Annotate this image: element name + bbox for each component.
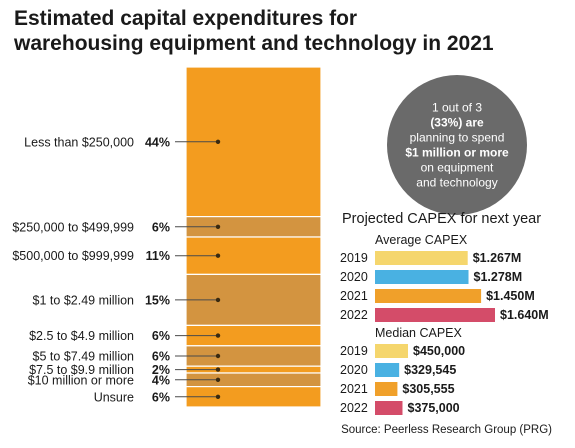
category-label: $1 to $2.49 million [33,293,135,307]
leader-dot [215,333,221,338]
category-label: Less than $250,000 [24,135,134,149]
callout-line: $1 million or more [405,146,509,160]
callout-line: (33%) are [430,116,484,130]
leader-dot [215,297,221,303]
percent-label: 4% [152,373,170,387]
bar-value-label: $1.640M [500,308,549,322]
leader-dot [215,377,221,382]
percent-label: 15% [145,293,170,307]
source-note: Source: Peerless Research Group (PRG) [341,424,552,436]
callout-line: and technology [416,176,497,190]
bar-value-label: $450,000 [413,344,465,358]
capex-bar [375,382,398,396]
year-label: 2020 [340,363,368,377]
year-label: 2019 [340,344,368,358]
bar-value-label: $1.278M [474,270,523,284]
percent-label: 44% [145,135,170,149]
bar-value-label: $1.450M [486,289,535,303]
percent-label: 6% [152,350,170,364]
average-capex-chart: 2019 $1.267M 2020 $1.278M 2021 $1.450M 2022 $1.… [340,251,549,322]
capex-bar [375,363,400,377]
category-label: $5 to $7.49 million [33,350,135,364]
percent-label: 2% [152,363,170,377]
capex-bar [375,270,469,284]
median-capex-chart: 2019 $450,000 2020 $329,545 2021 $305,555 2022… [340,344,465,415]
category-label: $250,000 to $499,999 [12,220,134,234]
leader-dot [215,367,221,372]
capex-bar [375,401,403,415]
median-capex-heading: Median CAPEX [375,326,463,340]
bar-value-label: $1.267M [473,251,522,265]
year-label: 2019 [340,251,368,265]
average-capex-heading: Average CAPEX [375,233,468,247]
stacked-bar-chart: Less than $250,000 44% $250,000 to $499,99… [12,66,322,408]
year-label: 2021 [340,289,368,303]
percent-label: 11% [146,249,170,263]
stack-segment [185,273,322,326]
category-label: Unsure [94,390,134,404]
category-label: $7.5 to $9.9 million [29,363,134,377]
capex-bar [375,308,495,322]
leader-dot [215,253,221,258]
capex-bar [375,251,468,265]
callout-line: on equipment [421,161,494,175]
callout-circle-shape [387,75,527,215]
leader-dot [215,139,221,144]
category-label: $10 million or more [28,373,134,387]
year-label: 2021 [340,382,368,396]
bar-value-label: $329,545 [404,363,456,377]
leader-dot [215,224,221,229]
percent-label: 6% [152,390,170,404]
category-label: $2.5 to $4.9 million [29,329,134,343]
projected-capex-heading: Projected CAPEX for next year [342,211,541,227]
leader-dot [215,394,221,399]
year-label: 2022 [340,401,368,415]
capex-bar [375,344,408,358]
title-line-2: warehousing equipment and technology in … [14,32,494,55]
category-label: $500,000 to $999,999 [12,249,134,263]
chart-title: Estimated capital expenditures for wareh… [14,6,564,56]
leader-dot [215,353,221,359]
bar-value-label: $305,555 [402,382,454,396]
percent-label: 6% [152,220,170,234]
year-label: 2020 [340,270,368,284]
callout-line: 1 out of 3 [432,101,482,115]
callout-line: planning to spend [410,131,505,145]
percent-label: 6% [152,329,170,343]
capex-bar [375,289,482,303]
year-label: 2022 [340,308,368,322]
bar-value-label: $375,000 [408,401,460,415]
title-line-1: Estimated capital expenditures for [14,7,358,30]
